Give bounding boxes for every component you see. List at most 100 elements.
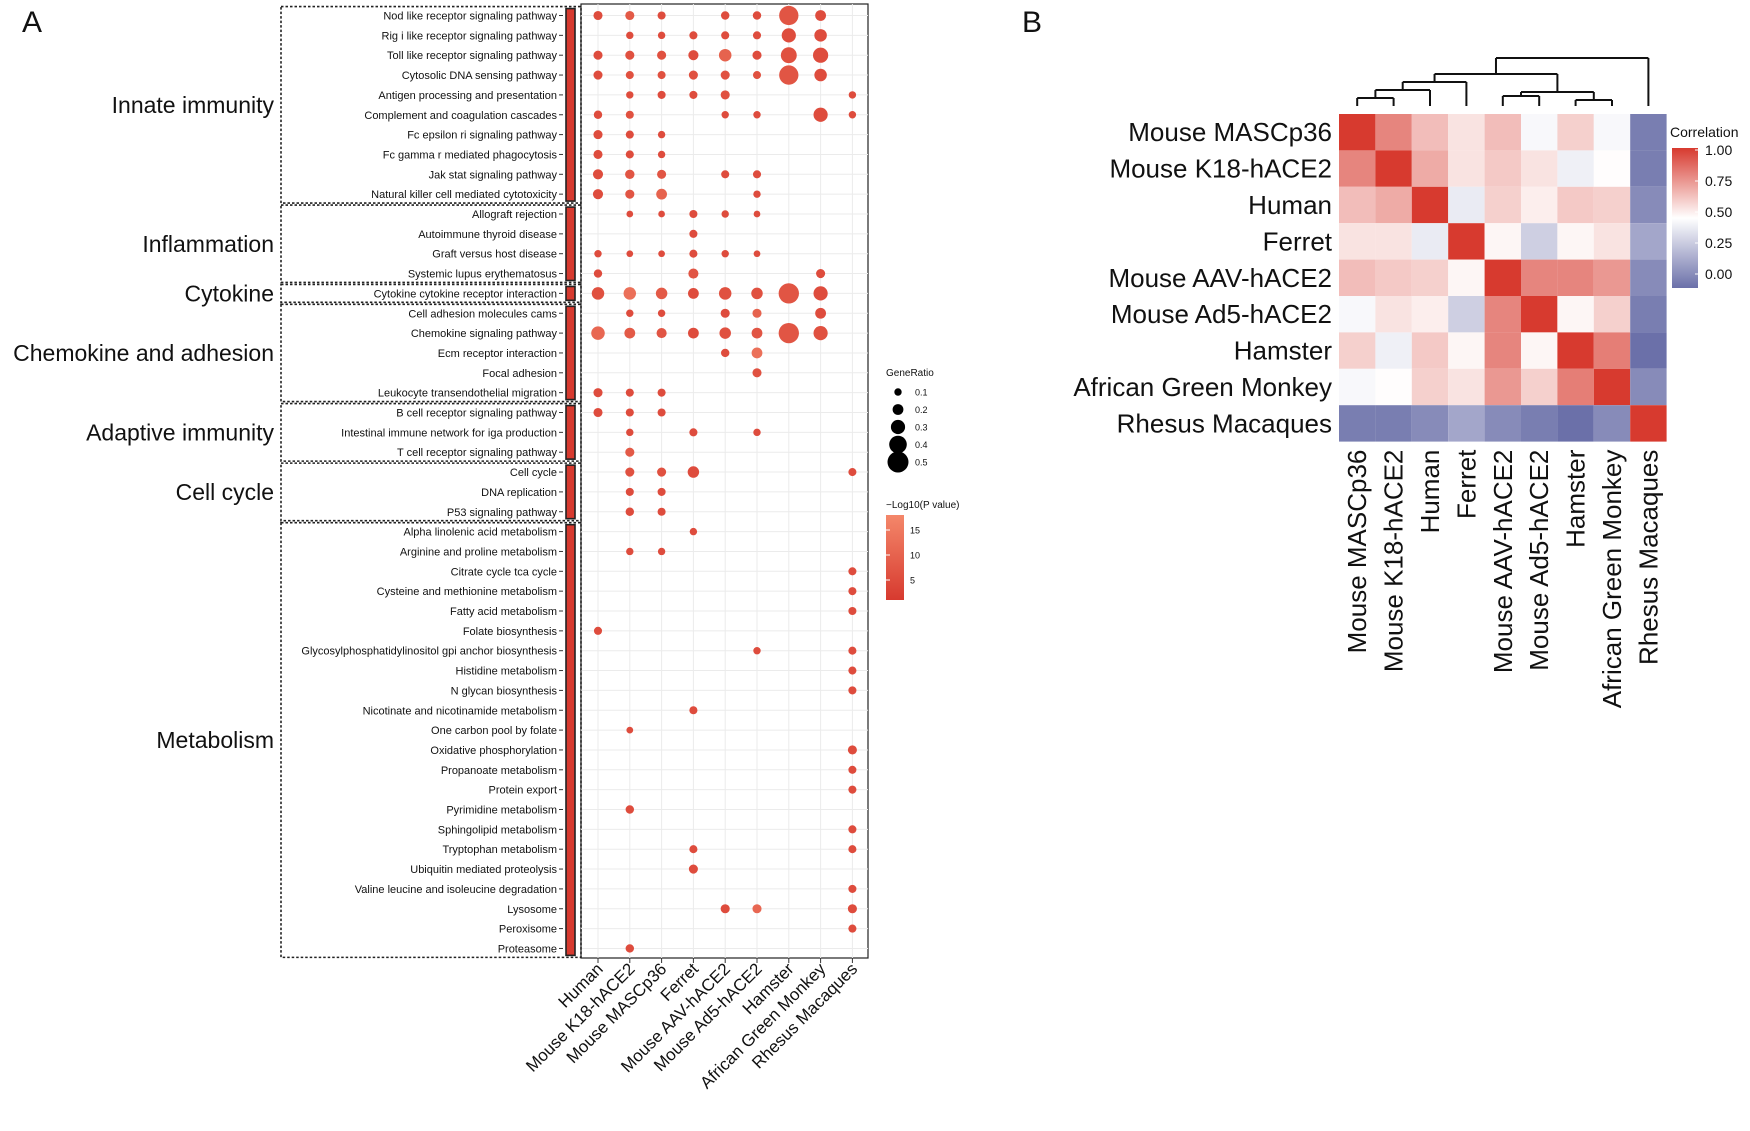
data-dot	[848, 111, 857, 119]
pathway-label: Oxidative phosphorylation	[430, 745, 557, 757]
heatmap-cell	[1448, 332, 1485, 369]
data-dot	[656, 188, 667, 200]
column-label: Human	[1415, 450, 1445, 534]
data-dot	[657, 388, 666, 397]
group-label: Metabolism	[156, 727, 274, 753]
heatmap-cell	[1448, 405, 1485, 442]
heatmap-cell	[1484, 259, 1521, 296]
heatmap-legend-bar	[1672, 148, 1698, 288]
data-dot	[721, 210, 729, 218]
data-dot	[623, 287, 637, 300]
pathway-label: Ecm receptor interaction	[438, 348, 557, 360]
heatmap-cell	[1557, 332, 1594, 369]
data-dot	[625, 507, 635, 516]
group-bar	[565, 404, 576, 460]
heatmap-cell	[1484, 332, 1521, 369]
heatmap-cell	[1375, 259, 1412, 296]
data-dot	[655, 287, 668, 300]
heatmap-cell	[1375, 368, 1412, 406]
heatmap-cell	[1375, 296, 1412, 333]
pathway-label: Cell cycle	[510, 467, 557, 479]
group-bar	[565, 464, 576, 520]
pathway-label: Fc epsilon ri signaling pathway	[407, 130, 557, 142]
heatmap-cell	[1375, 114, 1412, 151]
data-dot	[781, 28, 796, 43]
data-dot	[847, 745, 857, 755]
heatmap-cell	[1557, 405, 1594, 442]
data-dot	[719, 327, 731, 339]
heatmap-cell	[1448, 296, 1485, 333]
pathway-label: Pyrimidine metabolism	[446, 805, 557, 817]
column-label: Mouse K18-hACE2	[1379, 450, 1409, 673]
data-dot	[624, 327, 636, 339]
data-dot	[753, 210, 761, 218]
data-dot	[779, 5, 799, 26]
data-dot	[689, 249, 698, 258]
data-dot	[751, 287, 763, 300]
data-dot	[626, 547, 634, 556]
data-dot	[625, 805, 635, 814]
data-dot	[848, 567, 857, 576]
column-label: African Green Monkey	[1597, 450, 1627, 709]
heatmap-cell	[1339, 259, 1376, 296]
heatmap-cell	[1339, 150, 1376, 187]
data-dot	[814, 29, 827, 42]
data-dot	[813, 326, 828, 341]
data-dot	[689, 209, 698, 219]
group-box	[280, 303, 582, 403]
row-label: Ferret	[1263, 226, 1333, 256]
heatmap-cell	[1448, 259, 1485, 296]
size-legend-dot	[887, 451, 909, 473]
heatmap-cell	[1557, 259, 1594, 296]
group-bar	[565, 206, 576, 282]
data-dot	[780, 47, 797, 64]
data-dot	[720, 308, 730, 318]
data-dot	[752, 308, 762, 318]
data-dot	[721, 250, 729, 258]
heatmap-cell	[1375, 186, 1412, 224]
data-dot	[848, 825, 857, 834]
data-dot	[753, 250, 761, 258]
heatmap-cell	[1411, 296, 1449, 333]
size-legend-dot	[889, 435, 907, 454]
column-label: Mouse AAV-hACE2	[1488, 450, 1518, 674]
data-dot	[594, 250, 602, 258]
pathway-label: Toll like receptor signaling pathway	[387, 50, 557, 62]
heatmap-cell	[1630, 296, 1667, 333]
data-dot	[718, 48, 732, 62]
data-dot	[593, 407, 603, 418]
group-label: Adaptive immunity	[86, 419, 274, 445]
heatmap-cell	[1521, 223, 1558, 260]
heatmap-cell	[1375, 405, 1412, 442]
data-dot	[753, 190, 761, 198]
data-dot	[812, 47, 829, 63]
data-dot	[688, 864, 698, 874]
data-dot	[657, 408, 666, 417]
heatmap-cell	[1630, 259, 1667, 296]
data-dot	[625, 189, 635, 199]
size-legend-dot	[890, 419, 906, 435]
data-dot	[689, 90, 698, 99]
row-label: Rhesus Macaques	[1117, 408, 1332, 438]
heatmap-cell	[1557, 296, 1594, 333]
data-dot	[720, 348, 730, 358]
heatmap-cell	[1339, 186, 1376, 224]
data-dot	[625, 71, 634, 80]
panel-label-a: A	[22, 6, 42, 39]
data-dot	[593, 110, 603, 119]
data-dot	[657, 309, 666, 317]
data-dot	[626, 726, 634, 734]
data-dot	[689, 706, 698, 715]
pathway-label: Cysteine and methionine metabolism	[377, 586, 557, 598]
group-box	[280, 402, 582, 462]
pathway-label: Glycosylphosphatidylinositol gpi anchor …	[301, 646, 557, 658]
dendrogram	[1356, 57, 1650, 106]
data-dot	[720, 11, 730, 20]
data-dot	[689, 428, 698, 437]
group-label: Cell cycle	[176, 479, 274, 505]
data-dot	[752, 50, 762, 60]
data-dot	[752, 11, 762, 20]
heatmap-cell	[1630, 368, 1667, 406]
data-dot	[751, 347, 763, 359]
data-dot	[813, 286, 828, 301]
